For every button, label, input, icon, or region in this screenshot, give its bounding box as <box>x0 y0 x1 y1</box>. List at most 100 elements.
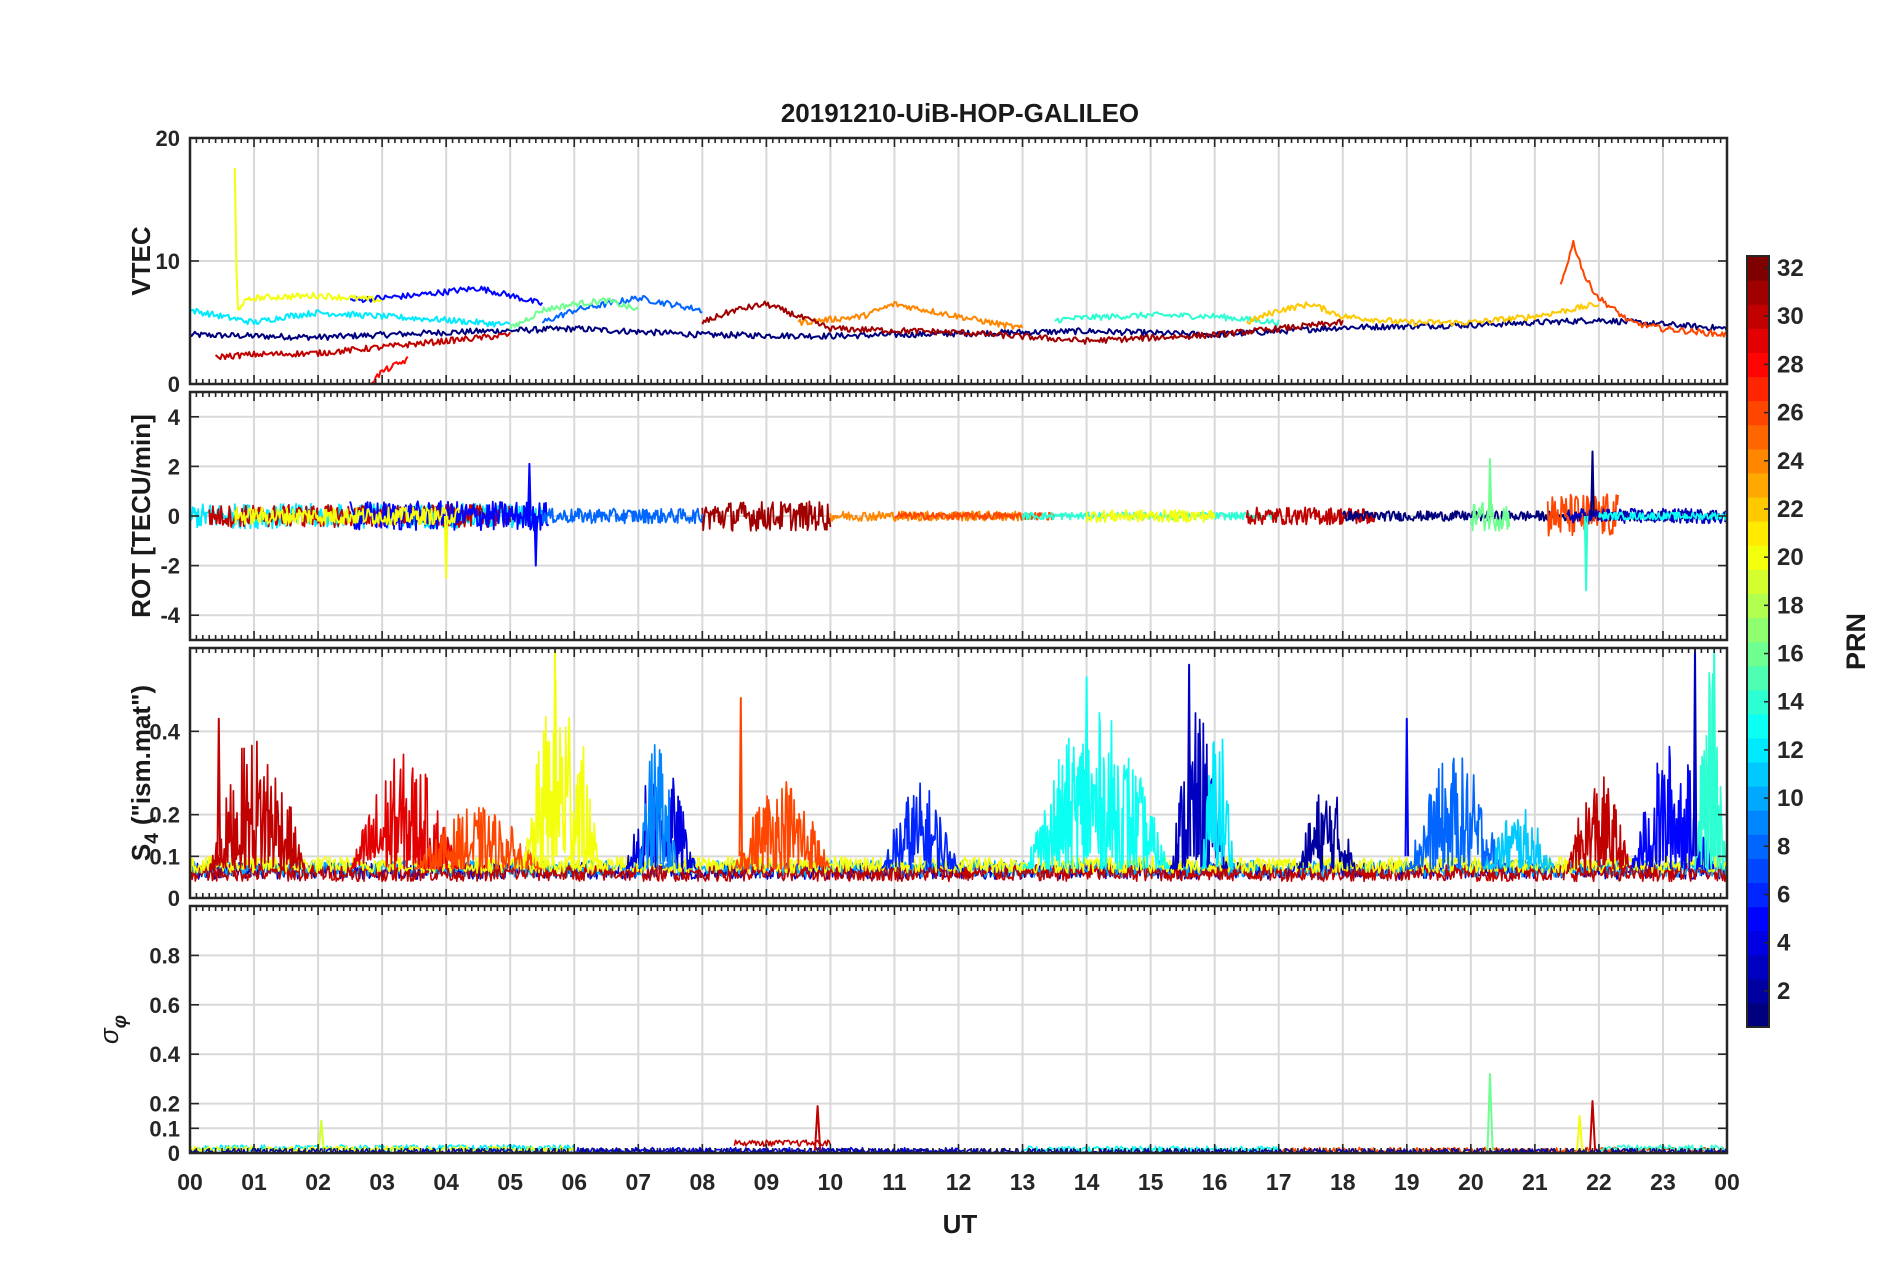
colorbar-segment <box>1747 834 1769 859</box>
x-tick-label: 07 <box>625 1169 651 1195</box>
y-tick-label: 10 <box>156 249 180 274</box>
series-group <box>190 648 1727 883</box>
x-tick-label: 12 <box>946 1169 972 1195</box>
y-tick-label: 0 <box>168 504 180 529</box>
x-axis-label: UT <box>943 1209 978 1239</box>
colorbar-segment <box>1747 641 1769 667</box>
rot-series-prn-20 <box>233 506 460 526</box>
rot-series-prn-24 <box>829 510 1024 522</box>
colorbar-label: PRN <box>1841 613 1871 670</box>
s4-burst-prn-12 <box>1201 738 1235 870</box>
x-tick-label: 15 <box>1138 1169 1164 1195</box>
rot-spike <box>1590 450 1595 517</box>
colorbar-segment <box>1747 424 1769 450</box>
panel-s4: 0 0.1 0.2 0.4S4("ism.mat") <box>126 646 1729 911</box>
sigma-peak <box>1589 1100 1597 1151</box>
rot-spike <box>533 515 539 567</box>
vtec-series-prn-20 <box>233 167 383 311</box>
x-tick-label: 23 <box>1650 1169 1676 1195</box>
colorbar-tick-label: 26 <box>1777 400 1804 427</box>
sigma-peak <box>1486 1073 1494 1151</box>
s4-peak <box>1404 717 1410 857</box>
colorbar-segment <box>1747 786 1769 811</box>
colorbar-segment <box>1747 593 1769 619</box>
y-tick-label: 0.2 <box>149 803 180 828</box>
colorbar-segment <box>1747 978 1769 1004</box>
y-axis-label: σφ <box>94 1015 131 1044</box>
colorbar-segment <box>1747 280 1769 305</box>
colorbar-segment <box>1747 472 1769 498</box>
s4-burst-prn-26 <box>733 780 832 870</box>
rot-spike <box>443 515 449 579</box>
series-group <box>190 450 1727 592</box>
colorbar-segment <box>1747 1002 1769 1028</box>
vtec-series-prn-26 <box>1559 239 1727 338</box>
colorbar-segment <box>1747 713 1769 739</box>
colorbar-segment <box>1747 858 1769 884</box>
y-axis-label: VTEC <box>126 226 156 296</box>
x-tick-label: 03 <box>369 1169 395 1195</box>
vtec-series-prn-31 <box>701 300 1344 345</box>
s4-burst-prn-6 <box>880 782 959 870</box>
colorbar-segment <box>1747 665 1769 691</box>
rot-spike <box>1583 515 1589 592</box>
s4-burst-prn-9 <box>637 744 678 870</box>
vtec-series-prn-12 <box>190 307 511 328</box>
colorbar-tick-label: 12 <box>1777 737 1804 764</box>
colorbar-segment <box>1747 761 1769 787</box>
panel-rot: -4 -2 0 2 4 ROT [TECU/min] <box>126 390 1729 642</box>
y-tick-label: 0.1 <box>149 844 180 869</box>
y-tick-label: 0.6 <box>149 993 180 1018</box>
s4-peak <box>738 697 743 857</box>
colorbar-tick-label: 10 <box>1777 785 1804 812</box>
colorbar-segment <box>1747 496 1769 522</box>
colorbar-tick-label: 28 <box>1777 351 1804 378</box>
colorbar-segment <box>1747 569 1769 594</box>
colorbar-segment <box>1747 352 1769 378</box>
x-tick-label: 18 <box>1330 1169 1356 1195</box>
y-axis-label: S4("ism.mat") <box>126 685 163 861</box>
s4-peak <box>1084 676 1089 857</box>
vtec-series-prn-28 <box>369 356 409 384</box>
vtec-series-prn-22 <box>1245 301 1600 327</box>
s4-peak <box>1711 648 1717 857</box>
y-tick-label: 4 <box>168 405 181 430</box>
colorbar-tick-label: 22 <box>1777 496 1804 523</box>
s4-burst-prn-2 <box>1297 794 1356 870</box>
x-tick-labels: 00 01 02 03 04 05 06 07 08 09 10 11 12 13 14 15 16 17 18 19… <box>177 1169 1740 1195</box>
s4-burst-prn-20 <box>522 679 601 870</box>
vtec-series-prn-30 <box>214 331 512 361</box>
y-tick-label: 0.1 <box>149 1116 180 1141</box>
colorbar-segment <box>1747 376 1769 402</box>
s4-burst-prn-8 <box>1406 757 1504 870</box>
colorbar-tick-label: 32 <box>1777 255 1804 282</box>
vtec-series-prn-14 <box>1054 311 1280 327</box>
figure-title: 20191210-UiB-HOP-GALILEO <box>781 98 1139 128</box>
s4-burst-prn-13 <box>1022 711 1171 870</box>
colorbar-tick-label: 6 <box>1777 881 1790 908</box>
colorbar-segment <box>1747 689 1769 715</box>
x-tick-label: 09 <box>754 1169 780 1195</box>
y-tick-label: 0.4 <box>149 1042 180 1067</box>
rot-series-prn-5 <box>349 500 550 532</box>
x-tick-label: 21 <box>1522 1169 1548 1195</box>
x-tick-label: 17 <box>1266 1169 1292 1195</box>
colorbar-tick-label: 16 <box>1777 641 1804 668</box>
colorbar-segment <box>1747 400 1769 426</box>
rot-series-prn-8 <box>541 507 704 525</box>
x-tick-label: 22 <box>1586 1169 1612 1195</box>
y-axis-label: ROT [TECU/min] <box>126 414 156 618</box>
x-tick-label: 10 <box>818 1169 844 1195</box>
s4-burst-prn-11 <box>1482 808 1555 870</box>
colorbar-segment <box>1747 617 1769 643</box>
x-tick-label: 08 <box>690 1169 716 1195</box>
colorbar-segment <box>1747 737 1769 763</box>
y-tick-label: -4 <box>160 603 180 628</box>
x-tick-label: 04 <box>433 1169 459 1195</box>
y-tick-label: 2 <box>168 454 180 479</box>
y-tick-label: 0.8 <box>149 943 180 968</box>
s4-peak <box>1692 648 1698 857</box>
s4-baseline-prn-30 <box>190 863 1727 883</box>
x-tick-label: 06 <box>561 1169 587 1195</box>
